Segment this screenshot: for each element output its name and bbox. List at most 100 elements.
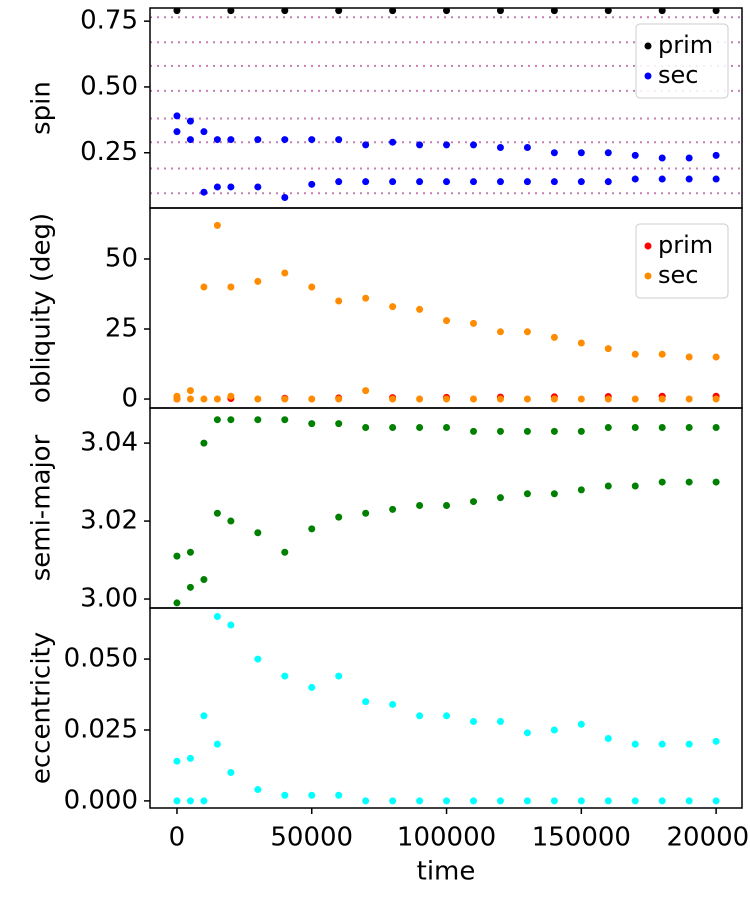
- y-axis-label: spin: [27, 81, 57, 135]
- point: [335, 136, 343, 144]
- point: [227, 183, 235, 191]
- point: [362, 698, 370, 706]
- point: [631, 350, 639, 358]
- point: [550, 178, 558, 186]
- point: [227, 621, 235, 629]
- point: [685, 154, 693, 162]
- point: [577, 395, 585, 403]
- point: [685, 797, 693, 805]
- point: [496, 427, 504, 435]
- plot-area: [173, 416, 720, 607]
- point: [604, 797, 612, 805]
- frame: [149, 607, 743, 809]
- point: [173, 112, 181, 120]
- point: [173, 599, 181, 607]
- point: [496, 395, 504, 403]
- point: [281, 395, 289, 403]
- point: [335, 791, 343, 799]
- point: [604, 345, 612, 353]
- point: [550, 8, 558, 15]
- point: [416, 395, 424, 403]
- point: [577, 720, 585, 728]
- y-tick-label: 25: [105, 314, 138, 344]
- point: [281, 269, 289, 277]
- point: [227, 136, 235, 144]
- point: [443, 178, 451, 186]
- point: [443, 317, 451, 325]
- point: [254, 416, 262, 424]
- point: [362, 387, 370, 395]
- point: [685, 395, 693, 403]
- point: [416, 305, 424, 313]
- point: [213, 613, 221, 621]
- y-tick-label: 3.00: [80, 584, 138, 614]
- point: [254, 529, 262, 537]
- point: [186, 136, 194, 144]
- point: [389, 797, 397, 805]
- point: [213, 416, 221, 424]
- point: [416, 501, 424, 509]
- point: [496, 178, 504, 186]
- point: [685, 423, 693, 431]
- point: [712, 423, 720, 431]
- point: [281, 136, 289, 144]
- plot-area: [173, 221, 720, 403]
- point: [523, 143, 531, 151]
- point: [443, 712, 451, 720]
- point: [604, 8, 612, 15]
- y-tick-label: 0.50: [80, 71, 138, 101]
- point: [604, 149, 612, 157]
- point: [281, 672, 289, 680]
- legend-label: sec: [658, 261, 698, 289]
- point: [308, 180, 316, 188]
- point: [469, 717, 477, 725]
- point: [362, 797, 370, 805]
- point: [173, 757, 181, 765]
- point: [186, 117, 194, 125]
- point: [254, 786, 262, 794]
- point: [658, 154, 666, 162]
- point: [577, 486, 585, 494]
- x-axis-label: time: [417, 857, 476, 887]
- point: [631, 797, 639, 805]
- x-tick-label: 50000: [270, 823, 353, 853]
- point: [308, 136, 316, 144]
- point: [173, 797, 181, 805]
- point: [308, 791, 316, 799]
- legend-marker: [644, 272, 652, 280]
- point: [550, 395, 558, 403]
- point: [658, 423, 666, 431]
- point: [550, 149, 558, 157]
- point: [213, 740, 221, 748]
- point: [577, 797, 585, 805]
- point: [227, 416, 235, 424]
- point: [631, 740, 639, 748]
- point: [550, 726, 558, 734]
- point: [685, 740, 693, 748]
- point: [604, 423, 612, 431]
- point: [712, 395, 720, 403]
- point: [523, 427, 531, 435]
- point: [631, 423, 639, 431]
- point: [469, 797, 477, 805]
- point: [416, 423, 424, 431]
- point: [335, 672, 343, 680]
- point: [200, 188, 208, 196]
- point: [443, 501, 451, 509]
- point: [416, 797, 424, 805]
- y-tick-label: 0: [121, 384, 138, 414]
- point: [227, 769, 235, 777]
- point: [200, 439, 208, 447]
- point: [173, 8, 181, 15]
- point: [550, 797, 558, 805]
- point: [443, 395, 451, 403]
- point: [577, 339, 585, 347]
- point: [389, 8, 397, 15]
- point: [658, 478, 666, 486]
- point: [416, 141, 424, 149]
- point: [416, 178, 424, 186]
- point: [308, 395, 316, 403]
- legend-label: sec: [658, 61, 698, 89]
